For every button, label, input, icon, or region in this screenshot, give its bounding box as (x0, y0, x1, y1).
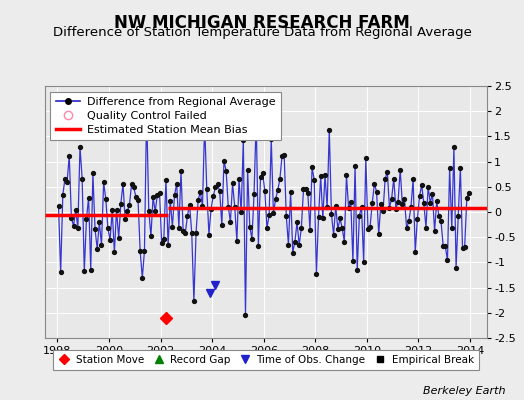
Text: Berkeley Earth: Berkeley Earth (423, 386, 506, 396)
Legend: Difference from Regional Average, Quality Control Failed, Estimated Station Mean: Difference from Regional Average, Qualit… (50, 92, 281, 140)
Text: NW MICHIGAN RESEARCH FARM: NW MICHIGAN RESEARCH FARM (114, 14, 410, 32)
Text: Difference of Station Temperature Data from Regional Average: Difference of Station Temperature Data f… (52, 26, 472, 39)
Legend: Station Move, Record Gap, Time of Obs. Change, Empirical Break: Station Move, Record Gap, Time of Obs. C… (53, 350, 479, 370)
